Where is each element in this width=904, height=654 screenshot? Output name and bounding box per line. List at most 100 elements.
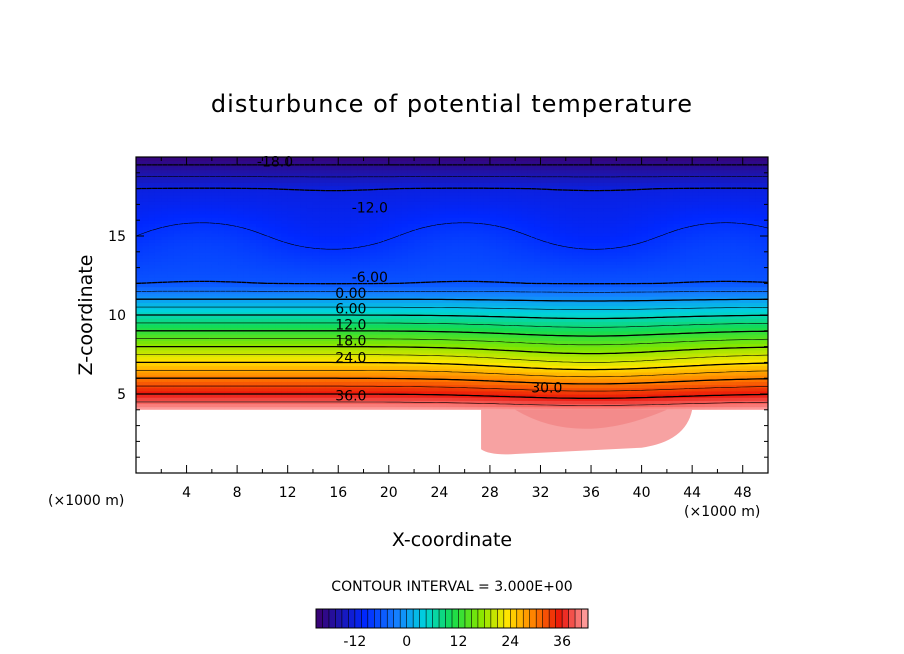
field-cell <box>167 349 175 354</box>
field-cell <box>369 378 377 382</box>
field-cell <box>420 236 428 240</box>
field-cell <box>420 308 428 313</box>
field-cell <box>407 229 415 234</box>
field-cell <box>173 270 181 275</box>
field-cell <box>281 362 289 367</box>
field-cell <box>281 239 289 243</box>
field-cell <box>433 194 440 199</box>
field-cell <box>325 343 333 348</box>
field-cell <box>262 217 270 221</box>
field-cell <box>388 394 396 398</box>
field-cell <box>331 343 339 348</box>
field-cell <box>237 378 245 382</box>
field-cell <box>414 201 421 205</box>
field-cell <box>154 299 162 303</box>
field-cell <box>275 292 282 297</box>
field-cell <box>426 283 434 288</box>
field-cell <box>180 273 188 278</box>
field-cell <box>230 264 238 269</box>
field-cell <box>420 245 428 250</box>
field-cell <box>331 292 339 297</box>
field-cell <box>167 318 175 322</box>
field-cell <box>319 394 327 398</box>
field-cell <box>167 169 175 174</box>
field-cell <box>376 340 384 345</box>
field-cell <box>243 299 251 303</box>
field-cell <box>211 236 219 240</box>
field-cell <box>312 356 320 360</box>
field-cell <box>350 318 358 322</box>
field-cell <box>344 280 352 284</box>
field-cell <box>407 387 415 392</box>
field-cell <box>325 327 333 332</box>
field-cell <box>237 201 245 205</box>
field-cell <box>224 242 232 247</box>
field-cell <box>426 172 434 177</box>
field-cell <box>262 239 270 243</box>
field-cell <box>294 321 301 326</box>
field-cell <box>192 403 200 408</box>
field-cell <box>192 400 200 405</box>
field-cell <box>180 239 188 243</box>
field-cell <box>154 169 162 174</box>
field-cell <box>331 280 339 284</box>
field-cell <box>426 302 434 307</box>
field-cell <box>136 204 143 209</box>
field-cell <box>230 236 238 240</box>
field-cell <box>445 349 453 354</box>
field-cell <box>268 356 276 360</box>
field-cell <box>401 397 409 401</box>
field-cell <box>224 375 232 379</box>
field-cell <box>426 406 434 411</box>
field-cell <box>268 261 276 266</box>
field-cell <box>382 333 390 338</box>
field-cell <box>363 346 371 351</box>
field-cell <box>426 220 434 224</box>
field-cell <box>420 254 428 259</box>
field-cell <box>243 371 251 376</box>
field-cell <box>363 394 371 398</box>
field-cell <box>256 371 263 376</box>
field-cell <box>249 343 257 348</box>
field-cell <box>262 160 270 164</box>
field-cell <box>350 191 358 196</box>
field-cell <box>401 311 409 316</box>
field-cell <box>205 292 213 297</box>
field-cell <box>395 394 403 398</box>
field-cell <box>180 229 188 234</box>
field-cell <box>426 166 434 171</box>
field-cell <box>420 394 428 398</box>
field-cell <box>294 286 301 291</box>
field-cell <box>426 258 434 262</box>
field-cell <box>167 226 175 231</box>
field-cell <box>357 390 365 395</box>
field-cell <box>294 229 301 234</box>
field-cell <box>281 315 289 319</box>
field-cell <box>294 362 301 367</box>
field-cell <box>325 172 333 177</box>
field-cell <box>414 254 421 259</box>
field-cell <box>262 397 270 401</box>
field-cell <box>211 352 219 357</box>
field-cell <box>382 286 390 291</box>
field-cell <box>338 356 346 360</box>
field-cell <box>420 213 428 218</box>
field-cell <box>439 245 447 250</box>
field-cell <box>325 273 333 278</box>
field-cell <box>136 280 143 284</box>
field-cell <box>388 324 396 329</box>
field-cell <box>357 270 365 275</box>
field-cell <box>243 210 251 215</box>
field-cell <box>407 324 415 329</box>
field-cell <box>256 242 263 247</box>
field-cell <box>426 299 434 303</box>
field-cell <box>142 349 150 354</box>
field-cell <box>281 198 289 202</box>
field-cell <box>344 400 352 405</box>
field-cell <box>312 299 320 303</box>
field-cell <box>401 390 409 395</box>
field-cell <box>369 327 377 332</box>
field-cell <box>325 315 333 319</box>
field-cell <box>395 223 403 228</box>
field-cell <box>237 340 245 345</box>
